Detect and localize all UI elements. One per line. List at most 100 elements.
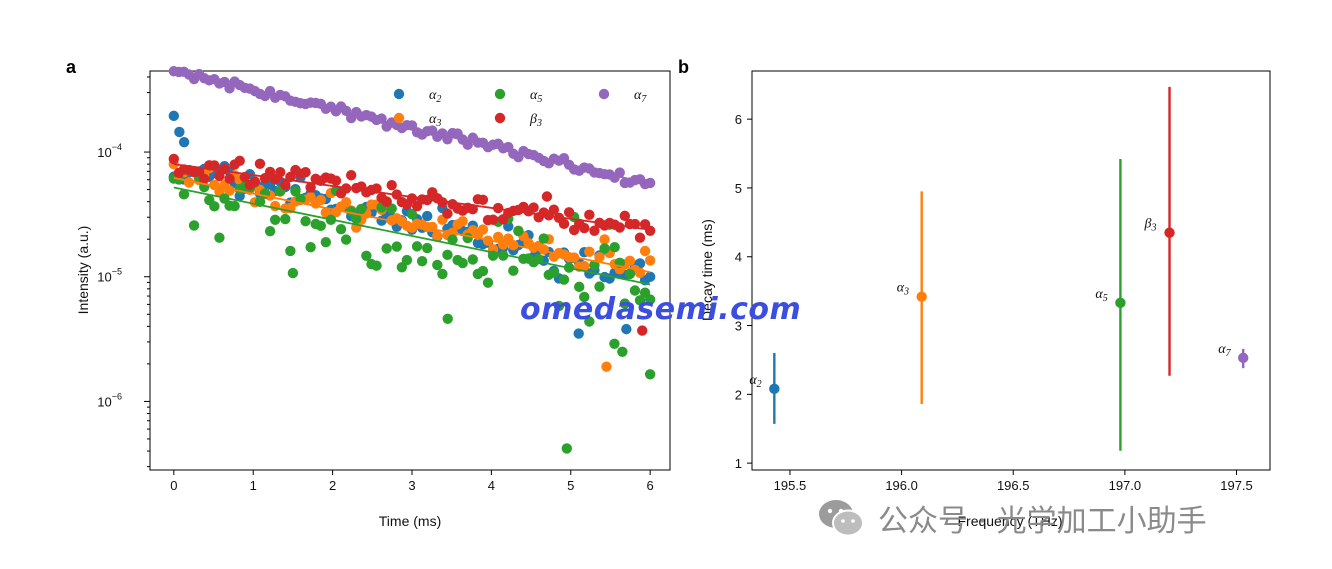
- chart-a-x-tick-label: 6: [647, 478, 654, 493]
- legend-label-α5: α5: [530, 88, 542, 105]
- data-point-β3: [487, 214, 499, 225]
- data-point-α5: [351, 213, 362, 225]
- data-point-α5: [305, 241, 316, 253]
- data-point-α3: [320, 207, 332, 218]
- point-label-α7: α7: [1218, 342, 1231, 359]
- data-point-α5: [644, 369, 656, 380]
- legend-label-α2: α2: [429, 88, 441, 105]
- data-point-α5: [290, 186, 301, 197]
- data-point-α5: [574, 281, 585, 293]
- data-point-β3: [345, 170, 357, 181]
- chart-a-y-tick-label: 10−5: [97, 267, 122, 285]
- data-point-β3: [467, 204, 478, 215]
- chart-b-y-tick-label: 6: [735, 112, 742, 127]
- data-point-α5: [482, 277, 494, 288]
- data-point-α2: [644, 271, 656, 283]
- data-point-α3: [644, 255, 656, 266]
- data-point-β3: [614, 222, 625, 233]
- data-point-β3: [541, 191, 553, 202]
- legend-marker-β3: [494, 112, 506, 124]
- chart-b-y-tick-label: 2: [735, 387, 742, 402]
- data-point-β3: [386, 179, 397, 191]
- chart-a-y-tick-label: 10−4: [97, 142, 122, 160]
- chart-a-x-tick-label: 2: [329, 478, 336, 493]
- data-point-α5: [634, 295, 646, 306]
- chart-a-x-tick-label: 5: [567, 478, 574, 493]
- chart-a: 0 1 2 3 4 5 6 10−4 10−5 10−6 α2 α3 α5 β3 α7: [97, 66, 671, 493]
- data-point-β3: [563, 207, 575, 218]
- data-point-α5: [513, 225, 524, 237]
- data-point-β3: [280, 179, 291, 191]
- legend-label-β3: β3: [529, 112, 542, 129]
- data-point-β3: [234, 155, 245, 167]
- data-point-β3: [528, 202, 539, 213]
- chart-a-frame: [149, 70, 671, 471]
- data-point-α5: [579, 291, 590, 303]
- data-point-β3: [209, 160, 220, 171]
- data-point-α3: [601, 361, 612, 372]
- data-point-α5: [508, 265, 519, 276]
- data-point-α5: [644, 294, 656, 305]
- data-point-α3: [492, 231, 504, 243]
- chart-b-x-tick-label: 196.5: [997, 478, 1030, 493]
- data-point-α5: [411, 241, 423, 252]
- data-point-α5: [315, 220, 326, 232]
- data-point-β3: [264, 166, 276, 178]
- legend-marker-α2: [393, 88, 405, 100]
- data-point-α5: [371, 260, 382, 271]
- chart-a-x-axis-label: Time (ms): [379, 513, 441, 529]
- chart-b-y-tick-label: 5: [735, 181, 742, 196]
- data-point-α5: [558, 274, 570, 285]
- data-point-β3: [275, 167, 286, 178]
- chart-b-x-tick-label: 195.5: [774, 478, 807, 493]
- data-point-α5: [594, 281, 605, 292]
- data-point-α5: [401, 254, 413, 266]
- data-point-α5: [629, 285, 641, 296]
- data-point-α5: [209, 201, 220, 212]
- chart-b-y-axis-label: Decay time (ms): [699, 219, 715, 321]
- data-point-α2: [769, 383, 780, 395]
- data-point-α5: [609, 338, 620, 349]
- data-point-α5: [421, 242, 433, 254]
- data-point-β3: [634, 232, 646, 243]
- data-point-α5: [396, 262, 408, 273]
- data-point-β3: [381, 196, 392, 208]
- data-point-α5: [391, 241, 402, 252]
- data-point-α5: [457, 257, 468, 269]
- data-point-α5: [437, 268, 448, 280]
- data-point-α3: [457, 216, 468, 227]
- data-point-α5: [467, 254, 478, 265]
- data-point-α5: [447, 234, 458, 245]
- data-point-α5: [1115, 297, 1126, 309]
- data-point-β3: [437, 197, 448, 208]
- data-point-α5: [548, 267, 560, 278]
- data-point-α5: [178, 189, 190, 200]
- data-point-β3: [1164, 227, 1175, 238]
- data-point-α3: [624, 255, 636, 267]
- fit-line-α7: [173, 70, 651, 185]
- data-point-α5: [477, 265, 489, 277]
- data-point-α7: [1238, 352, 1249, 364]
- data-point-α5: [285, 245, 296, 257]
- data-point-α5: [584, 316, 595, 327]
- chart-b-x-tick-label: 197.0: [1109, 478, 1142, 493]
- data-point-α2: [621, 323, 632, 335]
- data-point-α5: [599, 243, 610, 254]
- data-point-β3: [199, 173, 210, 185]
- chart-b-x-tick-label: 196.0: [885, 478, 918, 493]
- point-label-α3: α3: [897, 281, 909, 298]
- data-point-α3: [432, 230, 443, 241]
- data-point-β3: [305, 182, 316, 193]
- data-point-β3: [579, 222, 590, 234]
- data-point-α5: [553, 300, 565, 312]
- point-label-α5: α5: [1095, 287, 1107, 304]
- data-point-β3: [644, 225, 656, 236]
- data-point-β3: [558, 218, 570, 230]
- data-point-α5: [361, 250, 372, 261]
- data-point-α5: [497, 250, 509, 261]
- chart-a-x-tick-label: 4: [488, 478, 495, 493]
- data-point-α5: [609, 241, 620, 253]
- data-point-α5: [280, 213, 291, 225]
- legend-label-α3: α3: [429, 112, 441, 129]
